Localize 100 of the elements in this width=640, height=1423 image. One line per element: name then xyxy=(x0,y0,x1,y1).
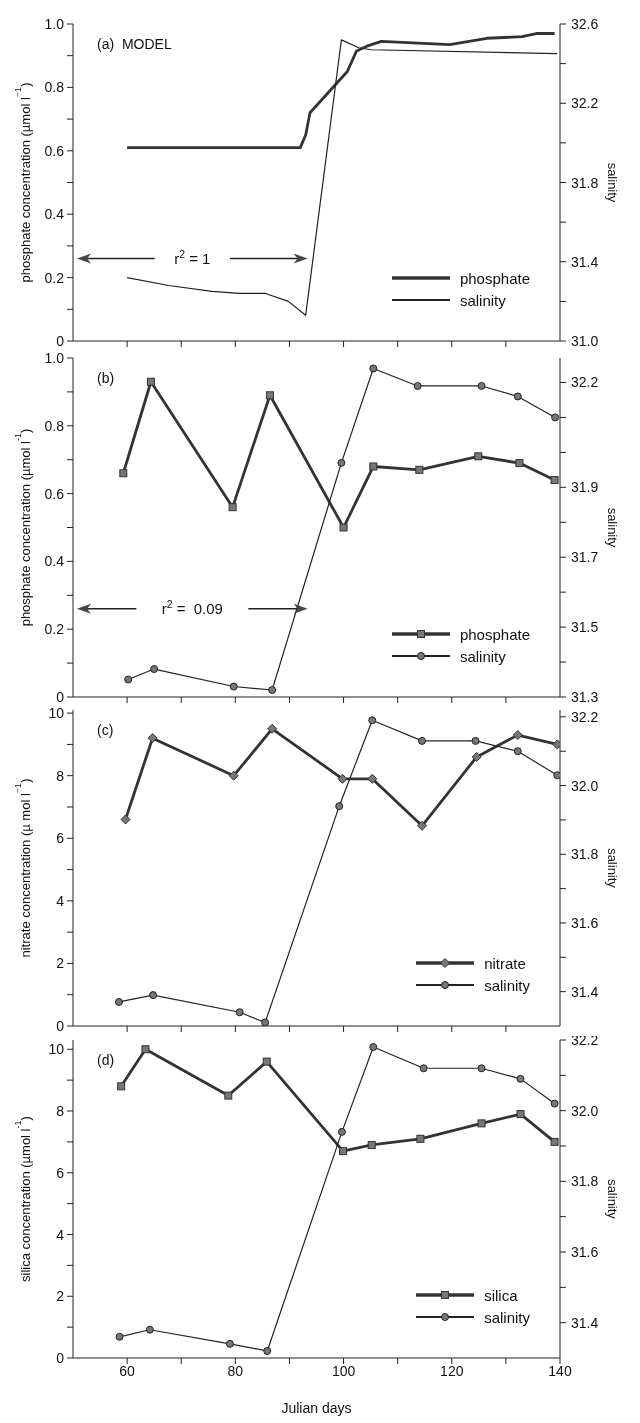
point xyxy=(124,675,133,684)
y-tick-label: 1.0 xyxy=(44,350,65,366)
y-tick-label: 10 xyxy=(48,1041,65,1058)
point xyxy=(419,1064,428,1073)
x-tick-label: 80 xyxy=(227,1362,244,1379)
point xyxy=(368,716,377,725)
point xyxy=(418,736,427,745)
point xyxy=(119,469,128,478)
y2-tick-label: 32.2 xyxy=(571,1032,599,1048)
y-tick-label: 0.4 xyxy=(44,553,65,570)
y2-tick-label: 31.8 xyxy=(571,174,599,191)
point xyxy=(114,997,123,1006)
y-tick-label: 10 xyxy=(48,705,65,722)
legend-label: salinity xyxy=(484,1308,530,1326)
point xyxy=(512,730,523,741)
y-tick-label: 0 xyxy=(56,333,65,349)
point xyxy=(369,1043,378,1052)
y-tick-label: 0.6 xyxy=(44,485,65,502)
point xyxy=(335,802,344,811)
y2-axis-title: salinity xyxy=(605,848,621,889)
point xyxy=(263,1346,272,1355)
y-tick-label: 0.4 xyxy=(44,206,65,223)
point xyxy=(477,381,486,390)
y2-tick-label: 31.9 xyxy=(571,479,599,496)
y-tick-label: 8 xyxy=(56,1103,65,1120)
point xyxy=(120,814,131,825)
line-series xyxy=(125,32,556,150)
point xyxy=(150,665,159,674)
point xyxy=(477,1064,486,1073)
point xyxy=(229,682,238,691)
point xyxy=(367,1140,376,1149)
point xyxy=(415,465,424,474)
point xyxy=(416,1134,425,1143)
y-tick-label: 0.2 xyxy=(44,621,65,638)
y2-tick-label: 32.0 xyxy=(571,1102,599,1119)
point xyxy=(417,820,428,831)
point xyxy=(337,1127,346,1136)
annotation: (c) xyxy=(97,722,114,738)
y-tick-label: 0.8 xyxy=(44,79,65,96)
point xyxy=(550,1099,559,1108)
annotation: (d) xyxy=(97,1052,115,1068)
point xyxy=(141,1045,150,1054)
y2-axis-title: salinity xyxy=(605,507,621,548)
y2-tick-label: 31.3 xyxy=(571,689,599,705)
point xyxy=(147,733,158,744)
y-tick-label: 6 xyxy=(56,1164,65,1181)
y2-tick-label: 31.5 xyxy=(571,619,599,636)
y-tick-label: 8 xyxy=(56,767,65,784)
point xyxy=(477,1119,486,1128)
y-tick-label: 0.6 xyxy=(44,142,65,159)
point xyxy=(551,413,560,422)
point xyxy=(337,773,348,784)
point xyxy=(513,392,522,401)
y-tick-label: 1.0 xyxy=(44,16,65,32)
point xyxy=(474,452,483,461)
annotation: (a) MODEL xyxy=(97,36,172,52)
point xyxy=(515,459,524,468)
legend-label: salinity xyxy=(484,976,530,994)
y2-tick-label: 31.4 xyxy=(571,1314,599,1331)
y2-tick-label: 31.6 xyxy=(571,1244,599,1260)
point xyxy=(228,503,237,512)
point xyxy=(516,1110,525,1119)
point xyxy=(262,1057,271,1066)
x-tick-label: 120 xyxy=(440,1362,464,1379)
point xyxy=(550,1137,559,1146)
y2-tick-label: 31.8 xyxy=(571,846,599,863)
point xyxy=(235,1008,244,1017)
point xyxy=(471,751,482,762)
point xyxy=(228,770,239,781)
point xyxy=(149,991,158,1000)
y-tick-label: 0 xyxy=(56,1018,65,1034)
point xyxy=(367,773,378,784)
y-tick-label: 0.2 xyxy=(44,269,65,286)
legend-label: silica xyxy=(484,1286,518,1304)
y2-axis-title: salinity xyxy=(605,162,621,203)
y2-tick-label: 32.6 xyxy=(571,16,599,32)
y2-tick-label: 31.0 xyxy=(571,333,599,349)
point xyxy=(145,1325,154,1334)
y2-axis-title: salinity xyxy=(605,1179,621,1220)
point xyxy=(413,381,422,390)
point xyxy=(261,1018,270,1026)
legend-label: phosphate xyxy=(459,625,530,643)
y-tick-label: 4 xyxy=(56,892,65,909)
y-tick-label: 0 xyxy=(56,689,65,705)
annotation: r$^{2}$ = 0.09 xyxy=(161,597,223,617)
y-tick-label: 6 xyxy=(56,830,65,847)
point xyxy=(224,1091,233,1100)
point xyxy=(225,1339,234,1348)
y-tick-label: 2 xyxy=(56,955,65,972)
point xyxy=(553,771,560,780)
y2-tick-label: 31.6 xyxy=(571,914,599,931)
x-tick-label: 100 xyxy=(331,1362,356,1379)
y-tick-label: 2 xyxy=(56,1288,65,1305)
y2-tick-label: 32.2 xyxy=(571,708,599,725)
y2-tick-label: 32.2 xyxy=(571,95,599,112)
point xyxy=(339,523,348,532)
legend-label: phosphate xyxy=(459,269,530,287)
legend-label: salinity xyxy=(459,291,506,309)
y-tick-label: 0 xyxy=(56,1350,65,1366)
x-tick-label: 60 xyxy=(119,1362,136,1379)
